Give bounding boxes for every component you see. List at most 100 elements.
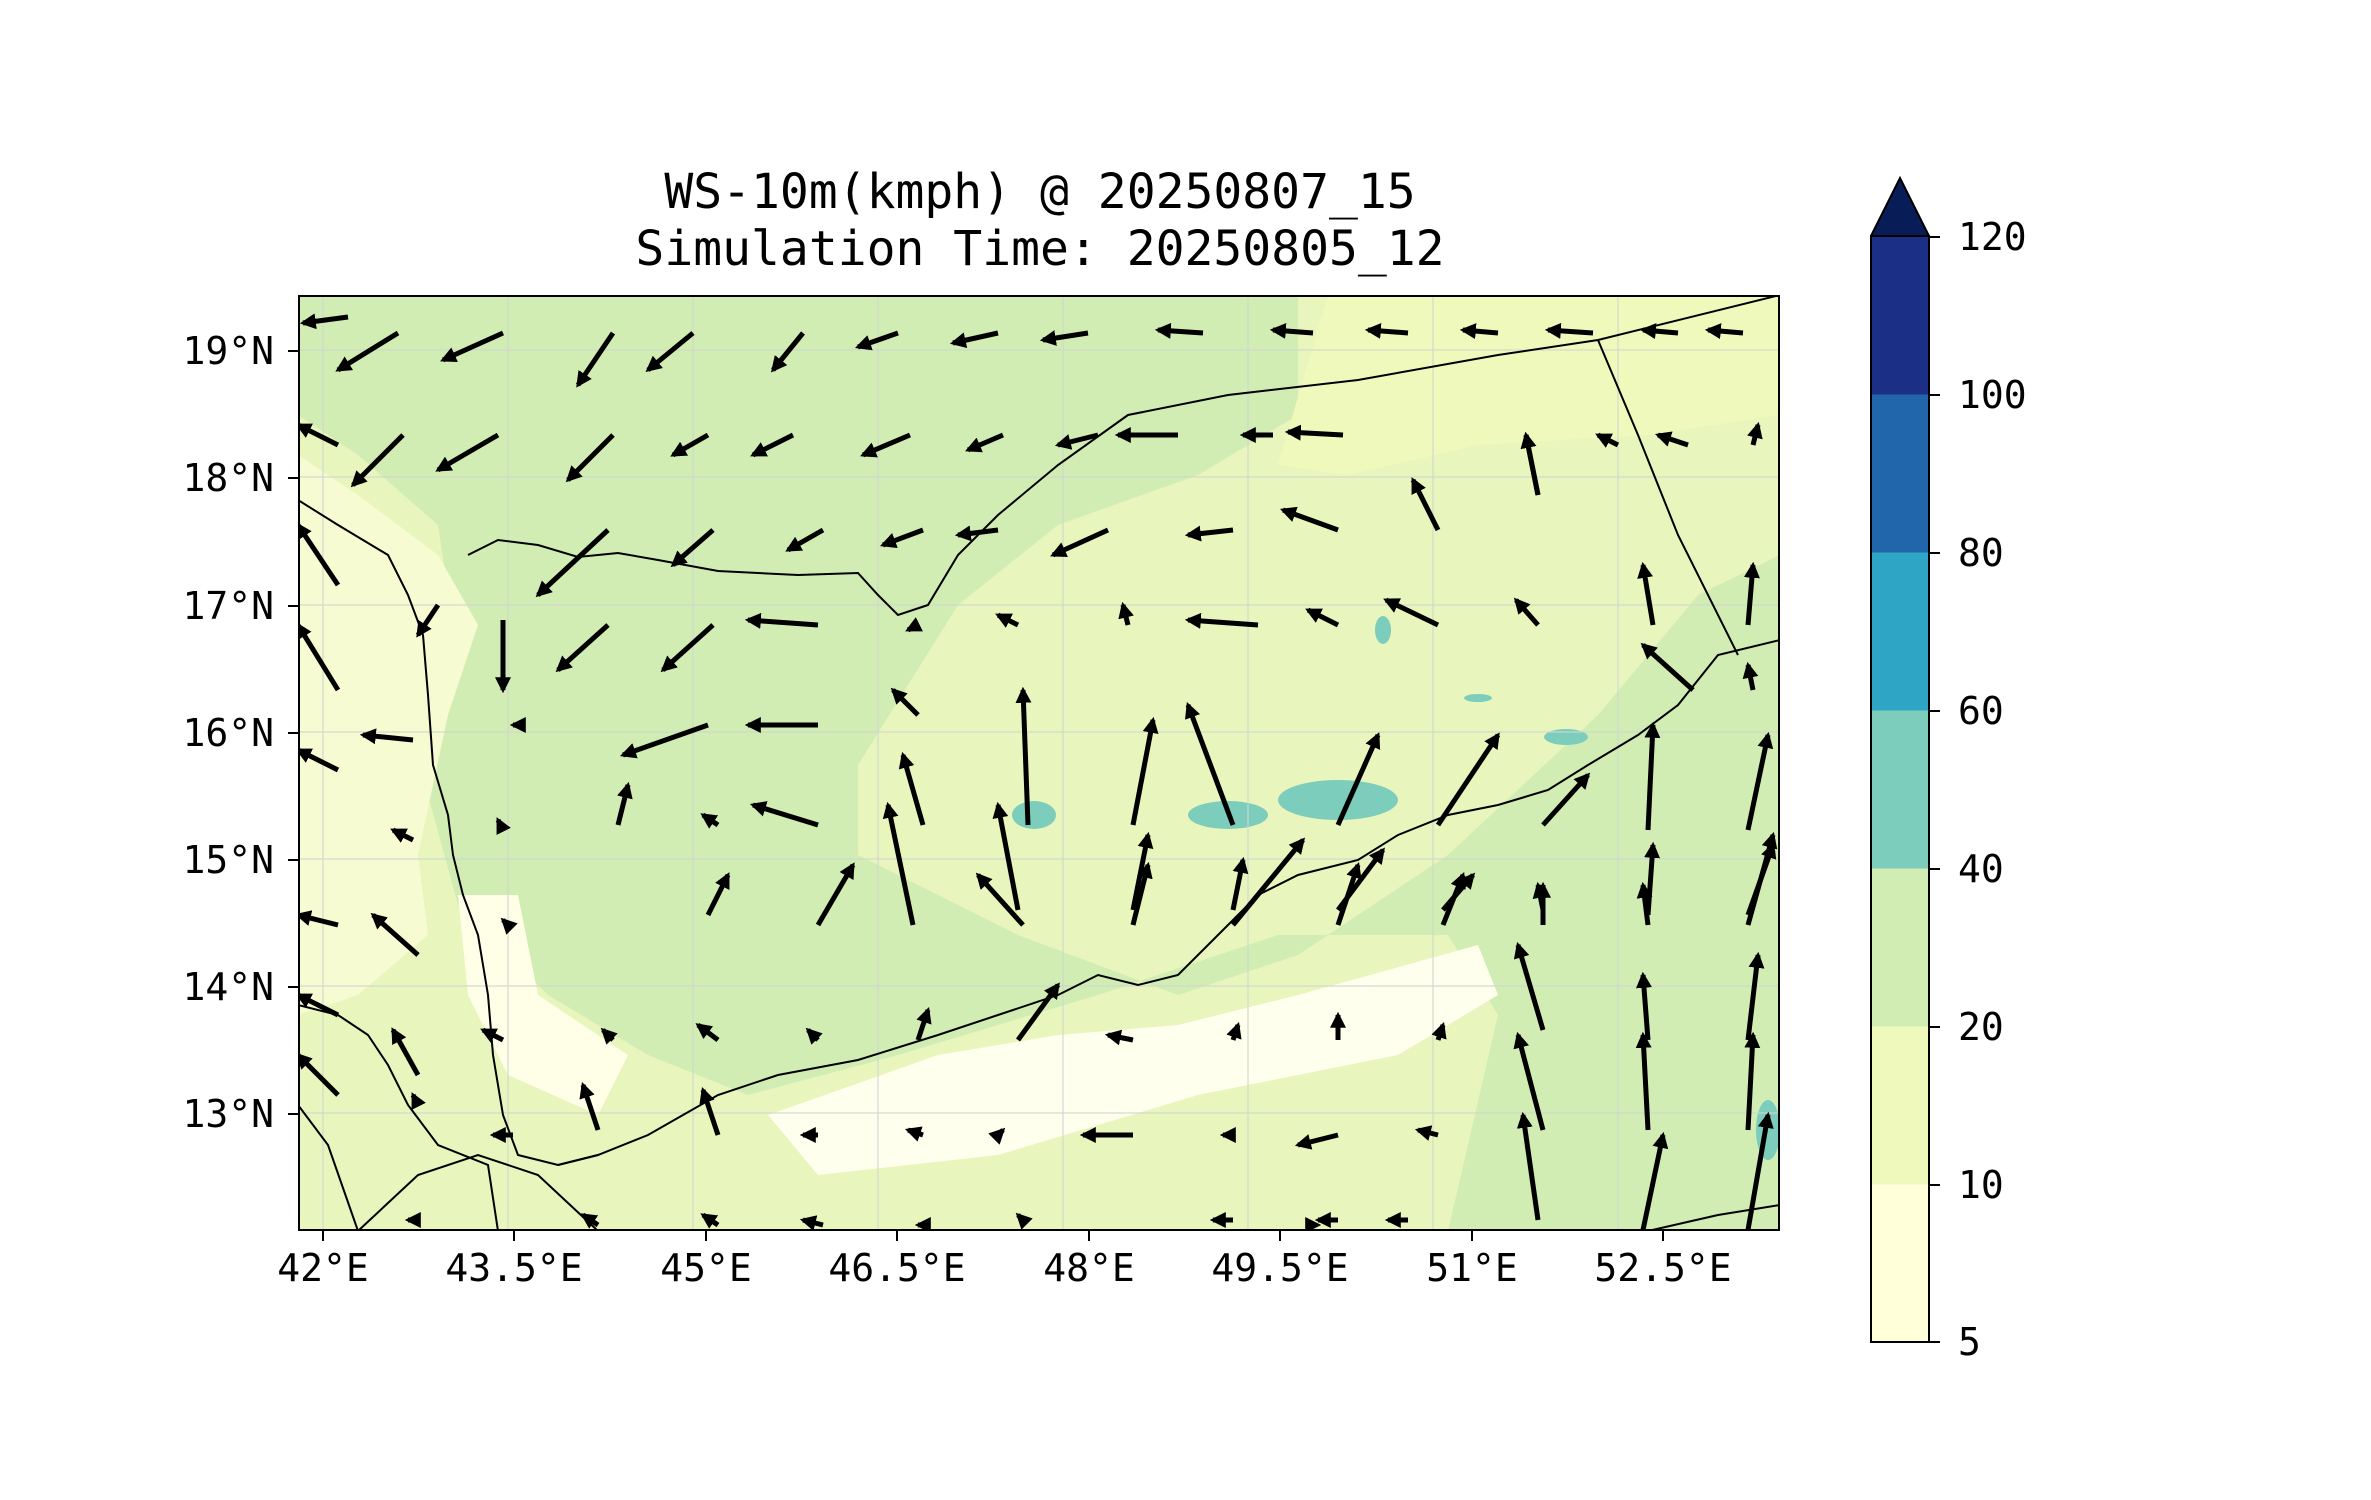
x-tickmark <box>1471 1231 1473 1241</box>
coastlines-and-borders <box>298 295 1780 1231</box>
wind-arrow <box>1639 323 1679 340</box>
wind-arrow <box>1544 322 1594 339</box>
wind-arrow <box>359 728 414 745</box>
wind-arrow <box>298 422 340 448</box>
colorbar-band <box>1871 868 1929 1027</box>
figure-title-line-2: Simulation Time: 20250805_12 <box>635 221 1445 277</box>
wind-arrow <box>1284 424 1344 441</box>
wind-arrow <box>298 522 341 587</box>
wind-arrow <box>1435 732 1501 827</box>
y-tick-label: 13°N <box>182 1092 274 1136</box>
wind-arrow <box>1513 941 1546 1031</box>
y-tickmark <box>288 477 298 479</box>
wind-arrow <box>898 751 926 826</box>
wind-arrow <box>1459 323 1499 340</box>
wind-arrow <box>670 528 715 568</box>
wind-arrow <box>575 331 616 388</box>
wind-arrow <box>615 781 633 826</box>
wind-arrow <box>298 992 340 1018</box>
wind-arrow <box>1743 561 1760 626</box>
x-tickmark <box>322 1231 324 1241</box>
colorbar-tick <box>1930 1026 1940 1028</box>
y-tick-label: 15°N <box>182 838 274 882</box>
wind-arrow <box>749 801 819 828</box>
wind-arrow <box>1015 686 1032 826</box>
wind-arrow <box>705 872 731 917</box>
wind-arrow <box>1595 432 1620 448</box>
wind-arrow <box>1644 841 1661 916</box>
wind-arrow <box>535 528 610 598</box>
speed-band-20-40 <box>298 295 1780 1231</box>
wind-arrow <box>390 1027 421 1077</box>
colorbar-graphic <box>1869 175 1931 1343</box>
wind-arrow <box>670 432 710 458</box>
wind-arrow <box>992 801 1021 911</box>
wind-arrow <box>480 1027 505 1043</box>
colorbar-tick <box>1930 1184 1940 1186</box>
x-tick-label: 49.5°E <box>1211 1246 1349 1290</box>
wind-arrow <box>1637 561 1656 626</box>
wind-arrow <box>1050 527 1110 558</box>
wind-arrow <box>904 1126 924 1142</box>
wind-arrow <box>815 862 856 927</box>
wind-arrow <box>619 722 709 759</box>
wind-arrow <box>1015 982 1061 1042</box>
wind-arrow <box>860 432 911 458</box>
wind-arrow <box>890 687 920 717</box>
colorbar-label: 20 <box>1958 1005 2004 1049</box>
y-tickmark <box>288 350 298 352</box>
x-tick-label: 46.5°E <box>828 1246 966 1290</box>
colorbar-label: 60 <box>1958 689 2004 733</box>
wind-arrow <box>1635 1031 1652 1131</box>
calm-area-southwest <box>458 895 628 1115</box>
wind-arrow <box>988 1127 1006 1145</box>
wind-arrow <box>700 1212 720 1229</box>
wind-arrow <box>770 331 805 373</box>
wind-arrow <box>750 432 795 458</box>
x-tick-label: 52.5°E <box>1594 1246 1732 1290</box>
wind-arrow <box>660 623 715 673</box>
wind-arrow <box>1745 831 1778 926</box>
wind-arrow <box>1520 431 1541 496</box>
colorbar-label: 120 <box>1958 215 2027 259</box>
wind-arrow <box>1130 716 1159 826</box>
wind-arrow <box>370 912 420 957</box>
wind-arrow <box>1745 1111 1774 1231</box>
y-tickmark <box>288 859 298 861</box>
y-tick-label: 16°N <box>182 711 274 755</box>
wind-arrow <box>1185 702 1236 826</box>
wind-arrow <box>1431 1021 1447 1041</box>
wind-arrow <box>699 1086 721 1136</box>
x-tickmark <box>1279 1231 1281 1241</box>
wind-arrow <box>1054 432 1099 450</box>
wind-arrow <box>555 623 610 673</box>
map-frame <box>298 295 1780 1231</box>
wind-arrow <box>1704 323 1744 340</box>
wind-arrow <box>785 527 825 553</box>
wind-arrow <box>1230 856 1249 911</box>
wind-arrow <box>1440 872 1466 926</box>
wind-arrow <box>1364 322 1409 339</box>
wind-arrow <box>700 812 720 829</box>
wind-arrow <box>1130 861 1153 926</box>
colorbar-band <box>1871 236 1929 395</box>
wind-arrow <box>1640 642 1695 692</box>
wind-arrow <box>299 313 349 330</box>
wind-arrow <box>1513 597 1540 627</box>
wind-arrow <box>1118 601 1134 626</box>
colorbar-segments <box>1871 236 1929 1343</box>
wind-arrow <box>500 917 518 935</box>
wind-arrow <box>975 872 1025 927</box>
wind-arrow <box>1516 1111 1541 1221</box>
wind-arrow <box>645 331 695 373</box>
wind-arrow <box>435 432 500 473</box>
colorbar-label: 100 <box>1958 373 2027 417</box>
wind-arrow <box>1744 1031 1761 1131</box>
wind-arrow <box>1745 951 1765 1041</box>
wind-arrow <box>415 603 441 638</box>
wind-arrow <box>1414 1125 1439 1141</box>
wind-arrow <box>1410 477 1441 532</box>
wind-arrow <box>882 801 916 926</box>
colorbar-tick <box>1930 1341 1940 1343</box>
